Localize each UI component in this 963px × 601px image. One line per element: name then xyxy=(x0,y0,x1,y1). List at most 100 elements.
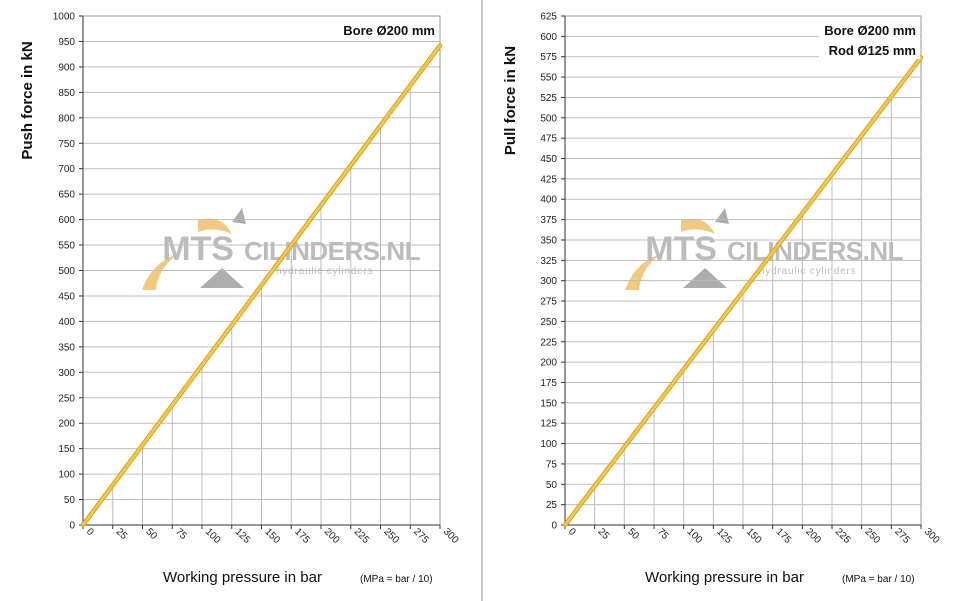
y-tick-label: 500 xyxy=(58,266,75,277)
x-tick-label: 100 xyxy=(685,526,705,546)
y-axis-label: Pull force in kN xyxy=(502,46,519,155)
y-tick-label: 375 xyxy=(540,215,557,226)
y-tick-label: 50 xyxy=(546,480,558,491)
watermark-tagline: hydraulic cylinders xyxy=(276,266,373,277)
y-tick-label: 250 xyxy=(540,317,557,328)
x-tick-label: 25 xyxy=(596,526,612,542)
y-tick-label: 550 xyxy=(540,73,557,84)
watermark-triangle-icon xyxy=(200,268,244,288)
x-tick-label: 0 xyxy=(566,526,578,538)
y-tick-label: 550 xyxy=(58,241,75,252)
watermark-brand-right: CILINDERS.NL xyxy=(727,236,904,266)
x-axis-label: Working pressure in bar xyxy=(645,569,804,586)
watermark-triangle-icon xyxy=(683,268,727,288)
y-tick-label: 150 xyxy=(540,398,557,409)
y-tick-label: 300 xyxy=(540,276,557,287)
y-tick-label: 350 xyxy=(540,235,557,246)
y-tick-label: 175 xyxy=(540,378,557,389)
watermark-swirl-accent xyxy=(142,254,178,290)
spec-box xyxy=(330,17,439,39)
y-tick-label: 100 xyxy=(58,470,75,481)
y-tick-label: 225 xyxy=(540,337,557,348)
x-tick-label: 50 xyxy=(625,526,641,542)
series-line xyxy=(563,56,923,527)
y-tick-label: 425 xyxy=(540,174,557,185)
y-tick-label: 75 xyxy=(546,459,558,470)
y-tick-label: 950 xyxy=(58,37,75,48)
x-tick-label: 125 xyxy=(714,526,734,546)
y-tick-label: 0 xyxy=(551,521,557,532)
watermark-swirl-top xyxy=(681,218,715,234)
y-tick-label: 500 xyxy=(540,113,557,124)
x-tick-label: 75 xyxy=(173,526,189,542)
spec-label: Bore Ø200 mm xyxy=(824,23,916,38)
y-tick-label: 100 xyxy=(540,439,557,450)
y-tick-label: 700 xyxy=(58,164,75,175)
x-tick-label: 225 xyxy=(352,526,372,546)
y-tick-label: 450 xyxy=(540,154,557,165)
y-tick-label: 200 xyxy=(540,358,557,369)
y-tick-label: 1000 xyxy=(53,12,76,23)
x-tick-label: 300 xyxy=(922,526,942,546)
y-tick-label: 275 xyxy=(540,297,557,308)
y-tick-label: 250 xyxy=(58,393,75,404)
watermark-brand-right: CILINDERS.NL xyxy=(244,236,421,266)
spec-box xyxy=(819,17,920,59)
x-tick-label: 50 xyxy=(143,526,159,542)
y-tick-label: 900 xyxy=(58,62,75,73)
y-tick-label: 325 xyxy=(540,256,557,267)
y-tick-label: 25 xyxy=(546,500,558,511)
y-tick-label: 600 xyxy=(540,32,557,43)
y-tick-label: 850 xyxy=(58,88,75,99)
x-tick-label: 300 xyxy=(441,526,461,546)
x-tick-label: 250 xyxy=(863,526,883,546)
x-tick-label: 175 xyxy=(292,526,312,546)
x-tick-label: 225 xyxy=(833,526,853,546)
x-tick-label: 125 xyxy=(233,526,253,546)
watermark-brand-left: MTS xyxy=(645,230,717,268)
x-tick-label: 275 xyxy=(411,526,431,546)
y-axis-label: Push force in kN xyxy=(19,41,36,159)
series-line xyxy=(81,44,442,527)
y-tick-label: 650 xyxy=(58,190,75,201)
x-tick-label: 25 xyxy=(114,526,130,542)
spec-label: Rod Ø125 mm xyxy=(829,43,916,58)
x-tick-label: 200 xyxy=(322,526,342,546)
x-tick-label: 75 xyxy=(655,526,671,542)
x-tick-label: 100 xyxy=(203,526,223,546)
push-force-panel: MTS CILINDERS.NL hydraulic cylinders 0 50 100… xyxy=(0,0,481,601)
y-tick-label: 475 xyxy=(540,134,557,145)
x-tick-label: 175 xyxy=(774,526,794,546)
x-tick-label: 150 xyxy=(262,526,282,546)
spec-label: Bore Ø200 mm xyxy=(343,23,435,38)
y-tick-label: 150 xyxy=(58,444,75,455)
x-tick-label: 250 xyxy=(381,526,401,546)
y-tick-label: 50 xyxy=(64,495,76,506)
watermark-swirl-top xyxy=(198,218,232,234)
y-tick-label: 625 xyxy=(540,12,557,23)
y-tick-label: 300 xyxy=(58,368,75,379)
y-tick-label: 750 xyxy=(58,139,75,150)
y-tick-label: 525 xyxy=(540,93,557,104)
x-tick-label: 200 xyxy=(803,526,823,546)
y-tick-label: 200 xyxy=(58,419,75,430)
x-tick-label: 275 xyxy=(892,526,912,546)
y-tick-label: 125 xyxy=(540,419,557,430)
x-axis-note: (MPa = bar / 10) xyxy=(842,574,915,585)
y-tick-label: 350 xyxy=(58,342,75,353)
y-tick-label: 450 xyxy=(58,291,75,302)
y-tick-label: 400 xyxy=(540,195,557,206)
panel-divider xyxy=(481,0,483,601)
x-axis-label: Working pressure in bar xyxy=(163,569,322,586)
y-tick-label: 0 xyxy=(69,521,75,532)
x-tick-label: 0 xyxy=(84,526,96,538)
y-tick-label: 800 xyxy=(58,113,75,124)
x-tick-label: 150 xyxy=(744,526,764,546)
watermark-brand-left: MTS xyxy=(162,230,234,268)
pull-force-panel: MTS CILINDERS.NL hydraulic cylinders 0 25 50 7… xyxy=(483,0,963,601)
watermark-tagline: hydraulic cylinders xyxy=(759,266,856,277)
